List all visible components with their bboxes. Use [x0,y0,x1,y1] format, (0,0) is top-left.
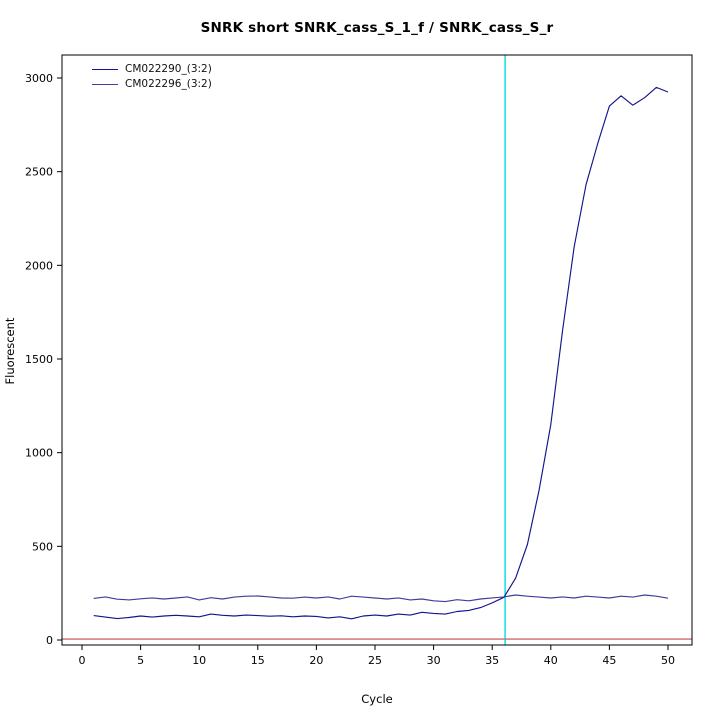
y-axis-label: Fluorescent [3,317,17,385]
legend: CM022290_(3:2) CM022296_(3:2) [88,61,216,93]
y-tick-label: 3000 [25,72,53,85]
x-tick-label: 45 [602,654,616,667]
x-tick-label: 5 [137,654,144,667]
x-tick-label: 20 [309,654,323,667]
legend-line-swatch-2 [92,84,118,85]
series-line-1 [93,86,669,620]
y-tick-label: 1500 [25,353,53,366]
y-tick-label: 2500 [25,166,53,179]
chart-title: SNRK short SNRK_cass_S_1_f / SNRK_cass_S… [200,20,554,36]
x-tick-label: 25 [368,654,382,667]
x-tick-label: 15 [251,654,265,667]
plot-box [61,54,693,646]
legend-label-series-2: CM022296_(3:2) [125,78,212,90]
y-tick-label: 2000 [25,259,53,272]
x-axis-label: Cycle [361,692,393,706]
legend-item-series-2: CM022296_(3:2) [92,78,212,91]
x-tick-label: 30 [427,654,441,667]
x-tick-label: 35 [485,654,499,667]
legend-line-swatch-1 [92,69,118,70]
y-tick-label: 1000 [25,447,53,460]
x-tick-label: 40 [544,654,558,667]
y-tick-label: 500 [32,540,53,553]
x-tick-label: 10 [192,654,206,667]
y-tick-label: 0 [46,634,53,647]
legend-item-series-1: CM022290_(3:2) [92,63,212,76]
x-tick-label: 0 [79,654,86,667]
legend-label-series-1: CM022290_(3:2) [125,63,212,75]
series-line-2 [93,594,669,603]
x-tick-label: 50 [661,654,675,667]
